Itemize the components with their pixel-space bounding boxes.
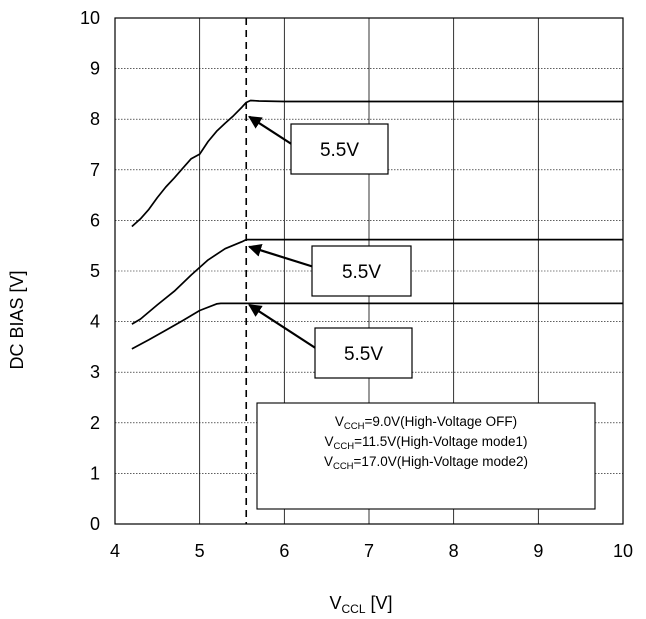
callout-arrow xyxy=(248,115,294,146)
legend-entry-sub: CCH xyxy=(344,421,365,432)
x-tick-label: 6 xyxy=(279,541,289,561)
y-tick-label: 9 xyxy=(90,59,100,79)
x-tick-label: 9 xyxy=(533,541,543,561)
legend-entry-main: V xyxy=(324,454,333,469)
legend-entry: VCCH=11.5V(High-Voltage mode1) xyxy=(324,434,527,452)
x-tick-label: 7 xyxy=(364,541,374,561)
legend-entry: VCCH=17.0V(High-Voltage mode2) xyxy=(324,454,528,472)
legend-entry: VCCH=9.0V(High-Voltage OFF) xyxy=(335,414,517,432)
y-tick-label: 8 xyxy=(90,109,100,129)
y-tick-label: 4 xyxy=(90,312,100,332)
callout-1: 5.5V xyxy=(248,115,389,175)
series-line-2 xyxy=(131,238,623,325)
y-tick-label: 5 xyxy=(90,261,100,281)
callout-label: 5.5V xyxy=(342,262,381,283)
x-tick-label: 10 xyxy=(613,541,633,561)
callout-label: 5.5V xyxy=(344,344,383,365)
x-axis-label-unit: [V] xyxy=(366,593,393,613)
x-axis-label-main: V xyxy=(329,593,341,613)
legend-entry-rest: =17.0V(High-Voltage mode2) xyxy=(354,454,529,469)
y-tick-label: 0 xyxy=(90,514,100,534)
series-line-3 xyxy=(131,302,623,350)
legend-entry-rest: =9.0V(High-Voltage OFF) xyxy=(364,414,517,429)
series-group xyxy=(131,99,623,350)
callout-3: 5.5V xyxy=(248,303,413,379)
plot-frame xyxy=(114,17,624,525)
legend-entry-main: V xyxy=(324,434,333,449)
callout-box xyxy=(314,327,413,379)
x-tick-label: 4 xyxy=(110,541,120,561)
y-tick-label: 7 xyxy=(90,160,100,180)
legend-entry-sub: CCH xyxy=(333,461,354,472)
callout-2: 5.5V xyxy=(247,243,412,297)
legend-box xyxy=(256,402,596,510)
y-tick-labels: 0 1 2 3 4 5 6 7 8 9 10 xyxy=(80,8,100,534)
x-tick-label: 5 xyxy=(195,541,205,561)
y-tick-label: 3 xyxy=(90,362,100,382)
legend-entry-rest: =11.5V(High-Voltage mode1) xyxy=(354,434,527,449)
y-tick-label: 10 xyxy=(80,8,100,28)
y-tick-label: 6 xyxy=(90,210,100,230)
legend-entry-sub: CCH xyxy=(333,441,354,452)
callout-label: 5.5V xyxy=(320,140,359,161)
y-tick-label: 1 xyxy=(90,463,100,483)
x-axis-label: VCCL [V] xyxy=(329,593,392,616)
callout-arrow xyxy=(247,243,315,269)
y-axis-label: DC BIAS [V] xyxy=(7,270,27,369)
y-tick-label: 2 xyxy=(90,413,100,433)
callout-arrow xyxy=(248,303,318,350)
legend: VCCH=9.0V(High-Voltage OFF)VCCH=11.5V(Hi… xyxy=(256,402,596,510)
x-axis-label-sub: CCL xyxy=(341,602,365,616)
x-tick-labels: 4 5 6 7 8 9 10 xyxy=(110,541,633,561)
callout-box xyxy=(290,123,389,175)
callout-box xyxy=(311,245,412,297)
legend-entry-main: V xyxy=(335,414,344,429)
x-tick-label: 8 xyxy=(449,541,459,561)
series-line-1 xyxy=(131,99,623,228)
callouts: 5.5V 5.5V 5.5V xyxy=(247,115,413,379)
